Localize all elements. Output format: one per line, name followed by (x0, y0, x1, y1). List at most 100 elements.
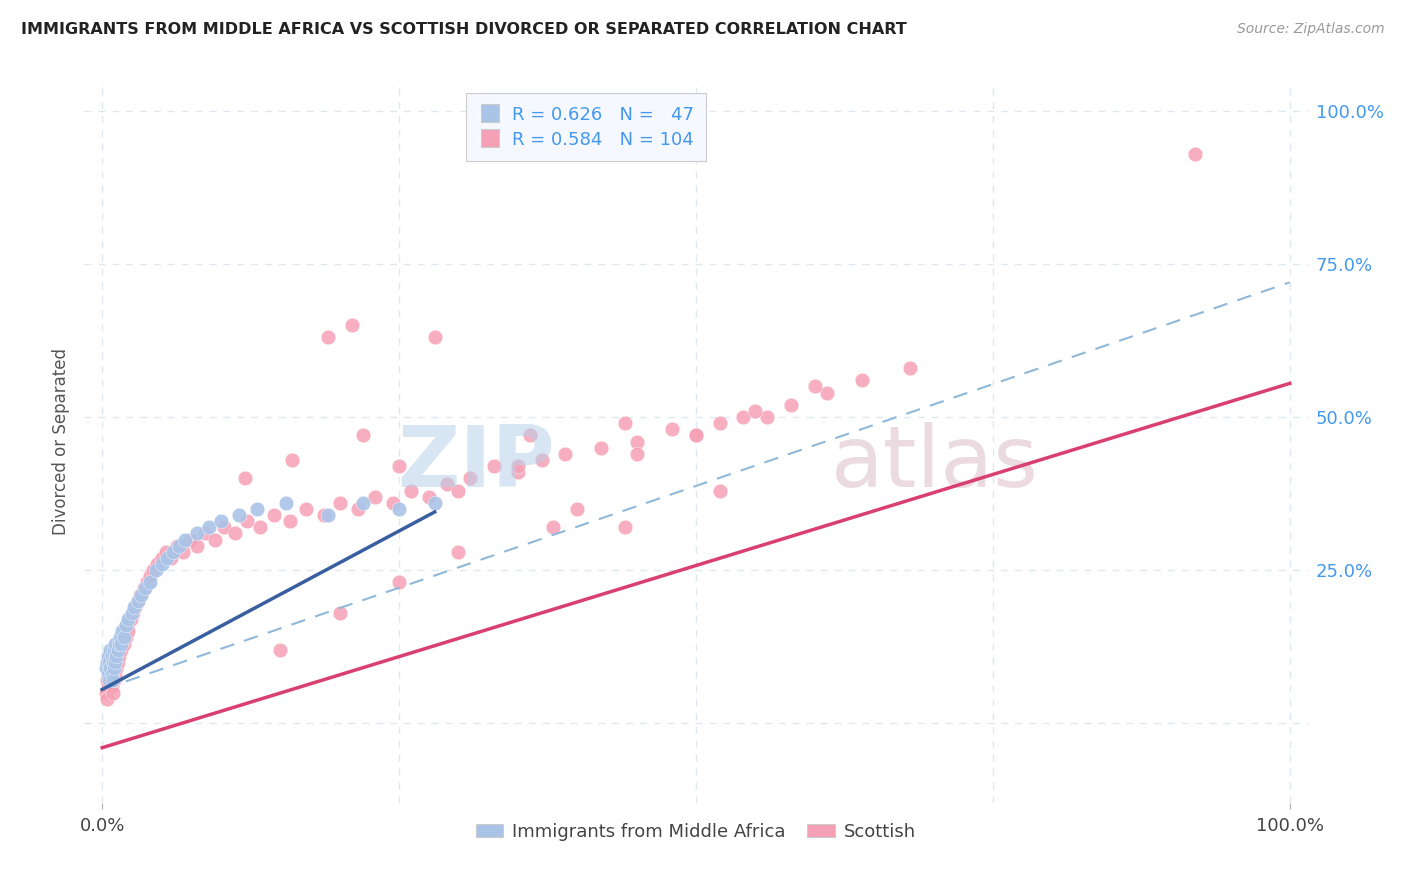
Point (145, 563, 167, 577)
Point (613, 520, 636, 534)
Point (316, 330, 339, 344)
Point (744, 404, 766, 418)
Point (104, 655, 127, 669)
Point (166, 539, 188, 553)
Point (179, 533, 201, 547)
Point (100, 667, 122, 681)
Point (436, 477, 458, 491)
Point (107, 642, 129, 657)
Point (685, 428, 707, 442)
Point (482, 458, 505, 473)
Point (107, 655, 129, 669)
Point (314, 508, 336, 522)
Point (100, 667, 122, 681)
Point (112, 637, 135, 651)
Point (115, 631, 138, 645)
Point (160, 550, 183, 565)
Point (329, 496, 352, 510)
Point (108, 637, 131, 651)
Point (733, 410, 755, 425)
Point (329, 606, 352, 620)
Point (114, 624, 136, 639)
Point (134, 582, 156, 596)
Point (122, 606, 145, 620)
Text: ZIP: ZIP (398, 422, 555, 505)
Point (103, 673, 125, 688)
Point (96, 691, 118, 706)
Point (127, 593, 149, 607)
Point (388, 458, 411, 473)
Point (543, 520, 565, 534)
Point (146, 557, 169, 571)
Text: atlas: atlas (831, 422, 1039, 505)
Point (94, 661, 117, 675)
Point (96, 673, 118, 688)
Point (194, 526, 217, 541)
Point (263, 508, 285, 522)
Point (423, 330, 446, 344)
Point (898, 361, 921, 376)
Point (150, 557, 173, 571)
Point (281, 453, 304, 467)
Point (103, 661, 125, 675)
Legend: Immigrants from Middle Africa, Scottish: Immigrants from Middle Africa, Scottish (470, 815, 922, 848)
Point (709, 416, 731, 430)
Point (554, 447, 576, 461)
Point (519, 428, 541, 442)
Point (851, 373, 873, 387)
Point (101, 667, 124, 681)
Point (120, 612, 142, 626)
Point (94, 685, 117, 699)
Point (661, 422, 683, 436)
Point (352, 496, 374, 510)
Point (236, 514, 259, 528)
Point (346, 502, 368, 516)
Point (142, 563, 165, 577)
Point (626, 434, 648, 449)
Point (100, 661, 122, 675)
Point (110, 637, 132, 651)
Point (567, 502, 589, 516)
Point (100, 648, 122, 663)
Point (162, 545, 184, 559)
Point (101, 685, 124, 699)
Point (117, 624, 139, 639)
Point (129, 588, 152, 602)
Point (138, 569, 160, 583)
Point (101, 655, 124, 669)
Point (98, 655, 121, 669)
Point (107, 648, 129, 663)
Point (103, 661, 125, 675)
Point (204, 533, 226, 547)
Point (198, 520, 221, 534)
Point (228, 508, 250, 522)
Point (316, 508, 339, 522)
Point (399, 483, 422, 498)
Point (186, 539, 208, 553)
Point (186, 526, 208, 541)
Point (100, 648, 122, 663)
Point (112, 631, 135, 645)
Point (121, 606, 143, 620)
Point (460, 471, 482, 485)
Point (132, 582, 155, 596)
Point (97, 680, 120, 694)
Point (117, 612, 139, 626)
Point (104, 655, 127, 669)
Point (364, 490, 387, 504)
Point (447, 545, 470, 559)
Text: IMMIGRANTS FROM MIDDLE AFRICA VS SCOTTISH DIVORCED OR SEPARATED CORRELATION CHAR: IMMIGRANTS FROM MIDDLE AFRICA VS SCOTTIS… (21, 22, 907, 37)
Point (278, 514, 301, 528)
Point (249, 520, 271, 534)
Point (269, 642, 291, 657)
Point (105, 661, 128, 675)
Point (388, 502, 411, 516)
Point (174, 533, 197, 547)
Point (340, 318, 363, 333)
Point (169, 539, 191, 553)
Point (100, 680, 122, 694)
Point (815, 385, 838, 400)
Point (1184, 146, 1206, 161)
Point (100, 642, 122, 657)
Point (100, 661, 122, 675)
